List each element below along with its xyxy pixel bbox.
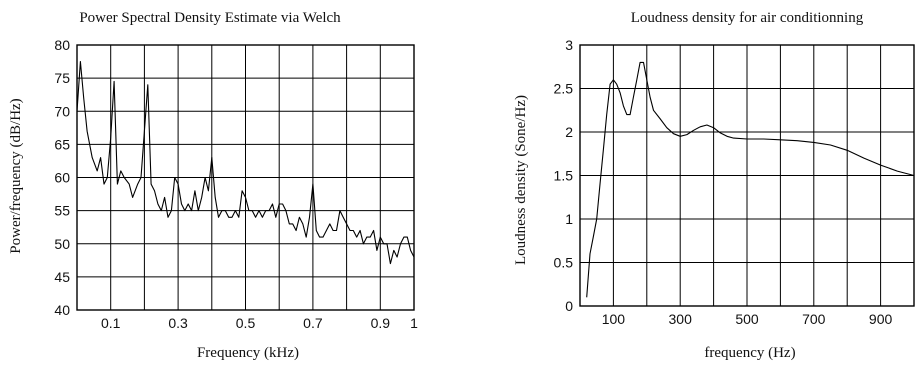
psd-y-tick-label: 45 bbox=[54, 269, 70, 285]
loudness-x-tick-label: 300 bbox=[669, 311, 693, 327]
loudness-chart-title: Loudness density for air conditionning bbox=[631, 10, 864, 26]
psd-x-tick-label: 0.5 bbox=[236, 315, 256, 331]
loudness-chart: Loudness density for air conditionning f… bbox=[513, 10, 915, 361]
loudness-y-tick-label: 2 bbox=[565, 124, 573, 140]
psd-chart-title: Power Spectral Density Estimate via Welc… bbox=[79, 10, 341, 26]
loudness-x-tick-label: 900 bbox=[869, 311, 893, 327]
loudness-y-tick-label: 0.5 bbox=[554, 255, 574, 271]
psd-plot-frame bbox=[76, 44, 415, 311]
loudness-x-tick-label: 500 bbox=[735, 311, 759, 327]
psd-y-tick-label: 75 bbox=[54, 70, 70, 86]
loudness-x-tick-label: 100 bbox=[602, 311, 626, 327]
loudness-y-tick-label: 1.5 bbox=[554, 168, 574, 184]
loudness-y-axis-label: Loudness density (Sone/Hz) bbox=[513, 95, 529, 265]
psd-x-tick-label: 0.1 bbox=[101, 315, 121, 331]
psd-x-tick-label: 0.3 bbox=[168, 315, 188, 331]
loudness-plot-area: 100 300 500 700 900 0 0.5 1 1.5 2 2.5 3 bbox=[554, 37, 915, 327]
psd-plot-area: 0.1 0.3 0.5 0.7 0.9 1 40 45 50 55 60 65 70 75 80 bbox=[54, 37, 418, 331]
psd-x-tick-label: 0.7 bbox=[303, 315, 323, 331]
psd-x-tick-label: 0.9 bbox=[371, 315, 391, 331]
psd-y-tick-label: 70 bbox=[54, 103, 70, 119]
psd-y-tick-label: 40 bbox=[54, 302, 70, 318]
psd-y-tick-label: 50 bbox=[54, 236, 70, 252]
psd-x-axis-label: Frequency (kHz) bbox=[197, 345, 299, 361]
psd-chart: Power Spectral Density Estimate via Welc… bbox=[8, 10, 418, 361]
psd-y-tick-label: 55 bbox=[54, 203, 70, 219]
loudness-x-tick-label: 700 bbox=[802, 311, 826, 327]
psd-y-tick-label: 60 bbox=[54, 170, 70, 186]
psd-y-tick-label: 80 bbox=[54, 37, 70, 53]
psd-y-axis-label: Power/frequency (dB/Hz) bbox=[8, 98, 24, 253]
loudness-y-tick-label: 0 bbox=[565, 298, 573, 314]
loudness-y-tick-label: 1 bbox=[565, 211, 573, 227]
psd-x-tick-label: 1 bbox=[410, 315, 418, 331]
psd-y-tick-label: 65 bbox=[54, 136, 70, 152]
loudness-series-line bbox=[586, 61, 915, 298]
loudness-y-tick-label: 3 bbox=[565, 37, 573, 53]
loudness-y-tick-label: 2.5 bbox=[554, 81, 574, 97]
loudness-x-axis-label: frequency (Hz) bbox=[704, 345, 795, 361]
psd-series-line bbox=[76, 61, 415, 265]
